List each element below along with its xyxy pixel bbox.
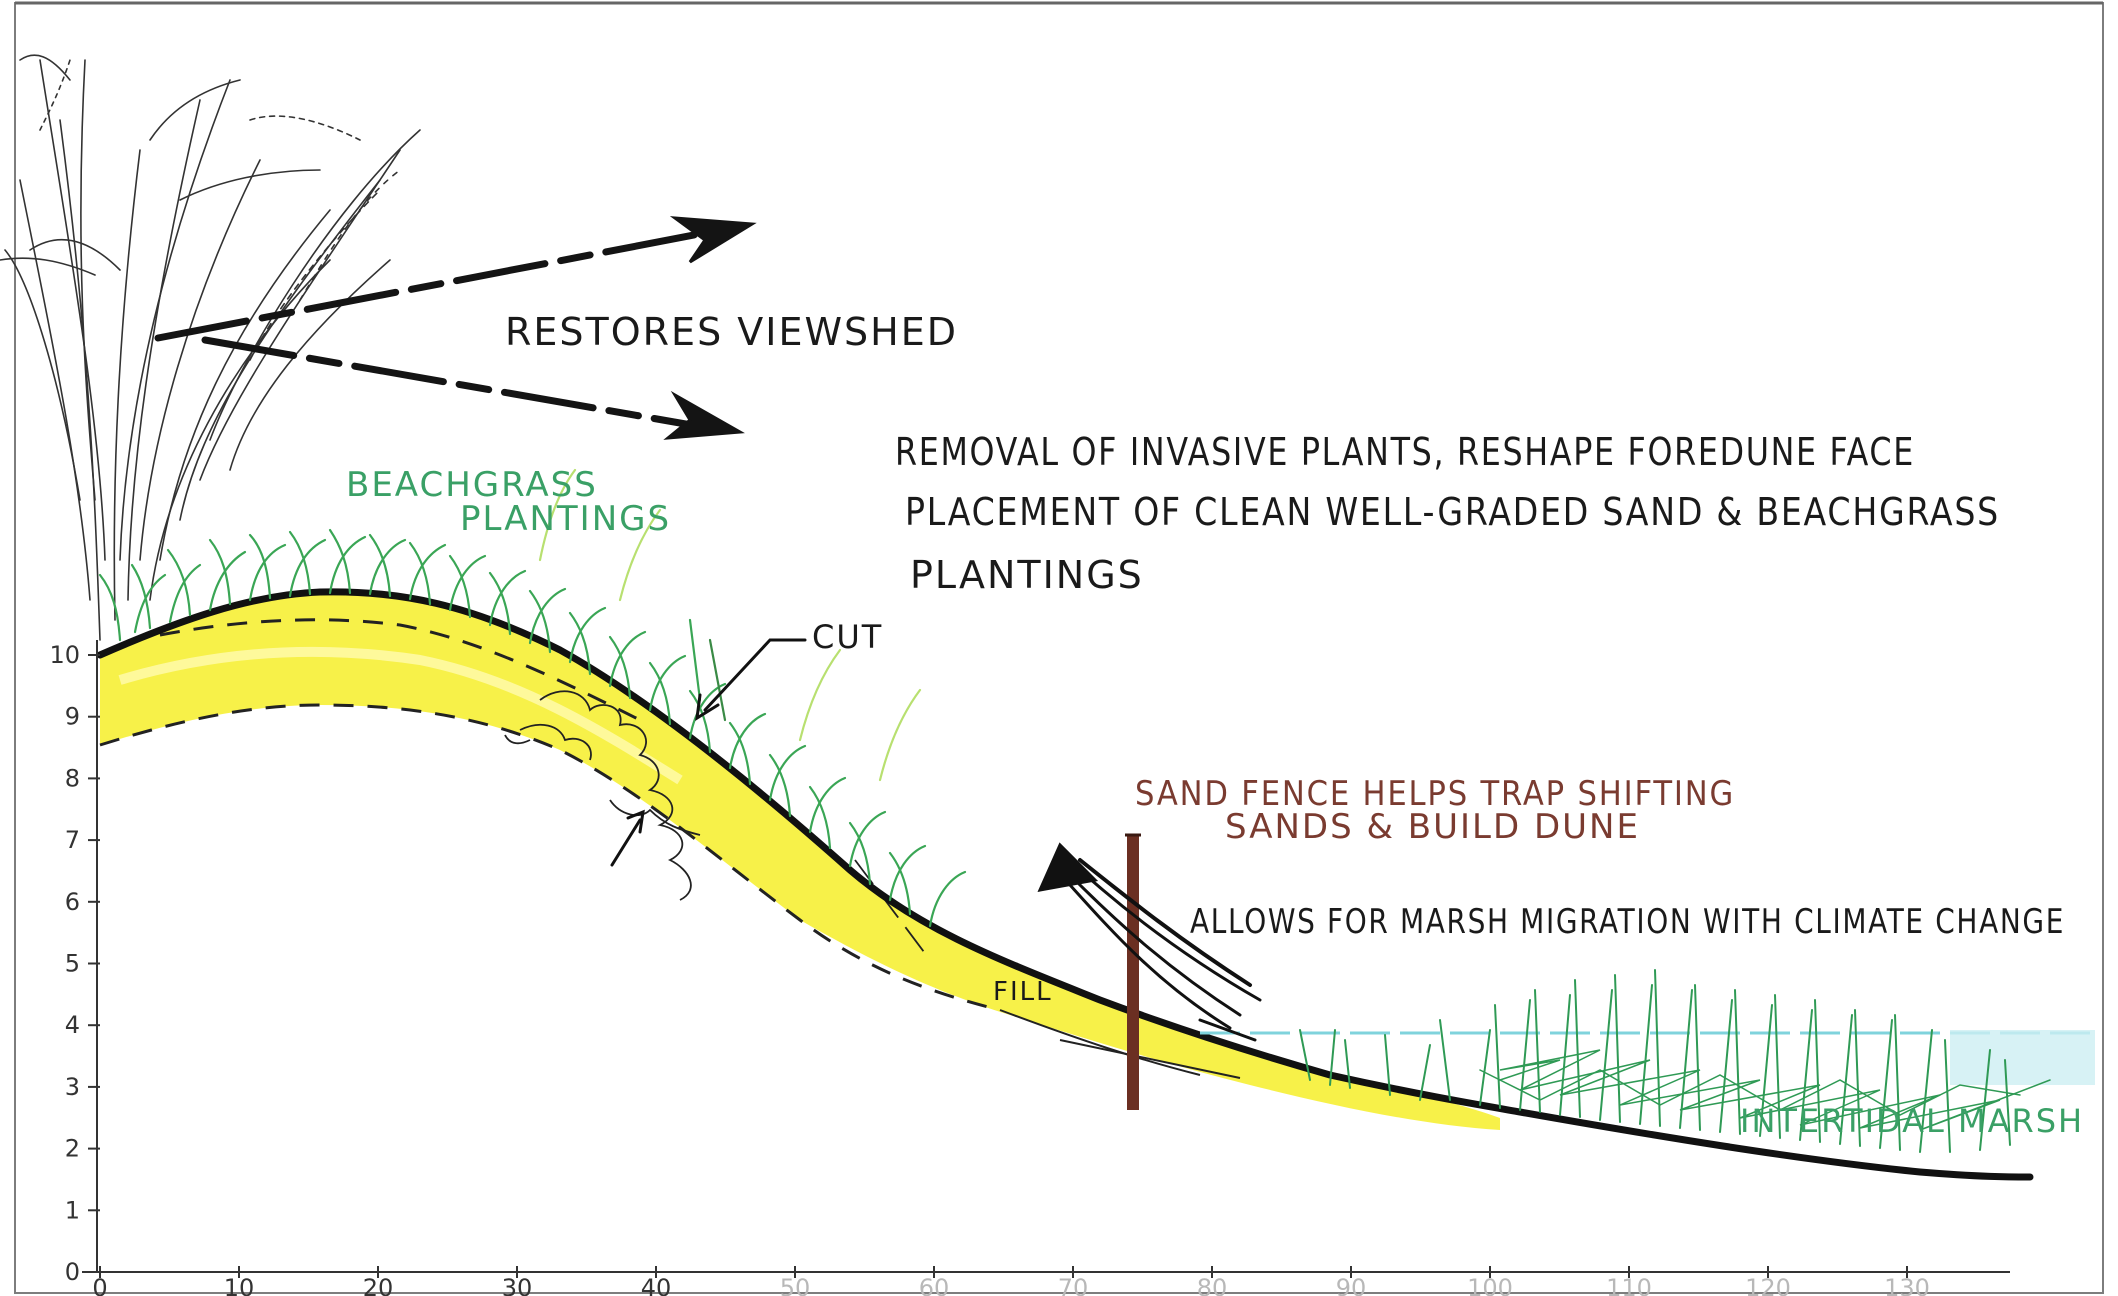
y-tick-label: 8 xyxy=(65,764,80,792)
x-tick-label: 20 xyxy=(363,1274,394,1296)
removal-note-line1: REMOVAL OF INVASIVE PLANTS, RESHAPE FORE… xyxy=(895,430,1915,474)
y-tick-label: 9 xyxy=(65,703,80,731)
removal-note-line2: PLACEMENT OF CLEAN WELL-GRADED SAND & BE… xyxy=(905,490,2000,534)
viewshed-arrows xyxy=(154,216,757,440)
sand-fence-note-line2: SANDS & BUILD DUNE xyxy=(1225,807,1640,847)
x-tick-label: 0 xyxy=(92,1274,107,1296)
x-tick-label: 130 xyxy=(1884,1274,1930,1296)
sand-fence-note-line1: SAND FENCE HELPS TRAP SHIFTING xyxy=(1135,774,1735,814)
beachgrass-label-line2: PLANTINGS xyxy=(460,499,671,539)
y-tick-label: 10 xyxy=(49,641,80,669)
sand-fill-highlight xyxy=(118,646,683,785)
x-tick-label: 100 xyxy=(1467,1274,1513,1296)
existing-profile-dashed xyxy=(99,618,1241,1079)
sand-fill-area xyxy=(100,591,1500,1130)
y-axis-ticks: 0 1 2 3 4 5 6 7 8 9 10 xyxy=(49,641,100,1286)
x-tick-label: 30 xyxy=(502,1274,533,1296)
x-tick-label: 10 xyxy=(224,1274,255,1296)
y-tick-label: 7 xyxy=(65,826,80,854)
x-tick-label: 70 xyxy=(1058,1274,1089,1296)
y-tick-label: 3 xyxy=(65,1073,80,1101)
beachgrass-drawing xyxy=(98,468,967,928)
restores-viewshed-label: RESTORES VIEWSHED xyxy=(505,310,958,354)
y-tick-label: 2 xyxy=(65,1135,80,1163)
y-tick-label: 6 xyxy=(65,888,80,916)
x-tick-label: 80 xyxy=(1197,1274,1228,1296)
cut-scribble xyxy=(504,690,931,961)
ground-profile-line xyxy=(96,588,2034,1181)
x-tick-label: 90 xyxy=(1336,1274,1367,1296)
y-tick-label: 1 xyxy=(65,1196,80,1224)
x-tick-label: 110 xyxy=(1606,1274,1652,1296)
x-axis-ticks: 0 10 20 30 40 50 60 70 80 90 100 110 120 130 xyxy=(92,1266,1930,1296)
marsh-migration-note: ALLOWS FOR MARSH MIGRATION WITH CLIMATE … xyxy=(1190,902,2065,942)
y-tick-label: 0 xyxy=(65,1258,80,1286)
fill-label: FILL xyxy=(993,977,1053,1007)
marsh-migration-arrow xyxy=(1037,842,1262,1042)
sand-fence-post xyxy=(1125,833,1141,1110)
intertidal-marsh-label: INTERTIDAL MARSH xyxy=(1740,1102,2084,1140)
x-tick-label: 50 xyxy=(780,1274,811,1296)
removal-note-line3: PLANTINGS xyxy=(910,553,1144,597)
x-tick-label: 60 xyxy=(919,1274,950,1296)
x-tick-label: 40 xyxy=(641,1274,672,1296)
marsh-grass-drawing xyxy=(1299,969,2051,1153)
cut-leader xyxy=(610,638,807,867)
water-line xyxy=(1200,1030,2095,1085)
y-tick-label: 5 xyxy=(65,950,80,978)
axes xyxy=(82,640,2010,1273)
invasive-plants-drawing xyxy=(0,54,421,641)
cut-label: CUT xyxy=(812,618,883,656)
beachgrass-label-line1: BEACHGRASS xyxy=(346,465,598,505)
x-tick-label: 120 xyxy=(1745,1274,1791,1296)
y-tick-label: 4 xyxy=(65,1011,80,1039)
